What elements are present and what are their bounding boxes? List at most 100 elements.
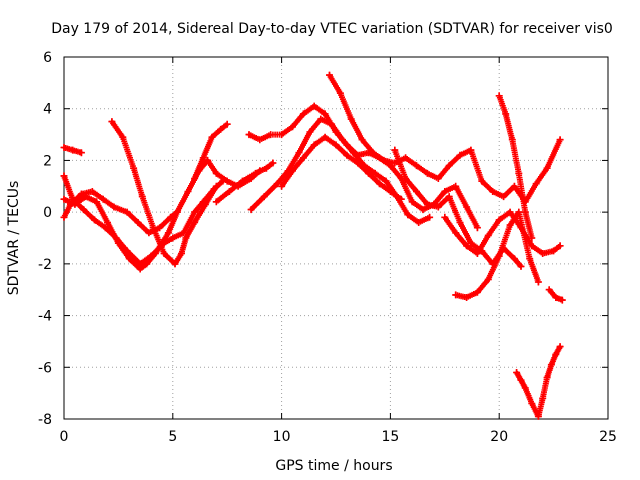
data-point <box>112 234 120 242</box>
data-point <box>506 221 514 229</box>
data-point <box>500 193 508 201</box>
data-point <box>212 182 220 190</box>
data-point <box>217 125 225 133</box>
data-point <box>108 118 116 126</box>
data-point <box>80 206 88 214</box>
data-point <box>169 234 177 242</box>
data-point <box>343 151 351 159</box>
data-point <box>371 169 379 177</box>
data-point <box>423 200 431 208</box>
data-point <box>550 247 558 255</box>
series-trace-14 <box>452 208 542 301</box>
data-point <box>247 206 255 214</box>
data-point <box>445 193 453 201</box>
data-point <box>426 213 434 221</box>
data-point <box>278 182 286 190</box>
data-point <box>463 294 471 301</box>
x-tick-label: 0 <box>60 429 69 445</box>
data-point <box>515 169 523 177</box>
series-trace-5 <box>108 118 220 268</box>
data-point <box>547 361 555 369</box>
data-point <box>225 188 233 195</box>
data-point <box>543 164 551 172</box>
data-point <box>321 110 329 118</box>
data-point <box>441 188 449 195</box>
series-trace-3 <box>60 188 181 237</box>
data-point <box>506 208 514 216</box>
data-point <box>182 234 190 242</box>
data-point <box>441 213 449 221</box>
data-point <box>556 242 564 250</box>
data-point <box>376 180 383 188</box>
data-point <box>130 164 138 172</box>
data-point <box>219 177 227 185</box>
data-point <box>543 374 551 382</box>
data-point <box>517 376 525 384</box>
data-point <box>473 224 481 232</box>
data-point <box>289 123 296 131</box>
data-point <box>93 198 101 206</box>
axis-ticks: 0 5 10 15 20 25 -8 -6 -4 -2 0 2 4 6 <box>38 50 617 445</box>
data-point <box>289 167 296 175</box>
data-point <box>104 219 111 226</box>
data-point <box>502 110 510 118</box>
data-point <box>60 172 68 180</box>
data-point <box>445 162 453 170</box>
data-point <box>484 275 492 283</box>
data-point <box>349 149 357 157</box>
data-point <box>160 250 168 257</box>
data-point <box>484 231 492 239</box>
data-point <box>404 211 412 219</box>
plot-frame <box>63 56 609 420</box>
data-point <box>452 182 460 190</box>
data-point <box>552 350 560 358</box>
data-point <box>515 208 523 216</box>
data-point <box>77 149 85 157</box>
y-tick-label: -6 <box>38 360 52 376</box>
data-point <box>556 136 564 144</box>
data-point <box>510 182 518 190</box>
data-point <box>528 234 536 242</box>
y-tick-label: 0 <box>43 205 52 221</box>
data-point <box>101 224 109 232</box>
data-point <box>339 136 346 144</box>
data-point <box>138 193 146 201</box>
data-point <box>147 252 155 260</box>
data-point <box>77 190 85 198</box>
data-point <box>365 169 373 177</box>
data-point <box>463 203 471 211</box>
data-point <box>495 252 503 260</box>
series-trace-16 <box>513 343 564 420</box>
data-point <box>408 198 416 206</box>
data-point <box>167 213 175 221</box>
data-point <box>212 169 220 177</box>
data-point <box>358 136 366 144</box>
data-point <box>119 133 127 141</box>
data-point <box>413 162 420 170</box>
y-tick-label: -2 <box>38 257 52 273</box>
data-point <box>256 136 264 144</box>
series-marks <box>61 172 226 267</box>
data-point <box>510 255 518 263</box>
data-point <box>369 149 377 157</box>
data-point <box>191 219 199 226</box>
data-point <box>463 242 471 250</box>
data-point <box>513 369 521 376</box>
data-point <box>521 384 529 392</box>
y-tick-label: 4 <box>43 102 52 118</box>
series-trace-11 <box>326 71 564 206</box>
data-point <box>539 250 547 257</box>
data-point <box>273 180 281 188</box>
data-point <box>386 188 394 195</box>
data-point <box>60 213 68 221</box>
data-point <box>508 136 516 144</box>
data-point <box>526 255 534 263</box>
data-point <box>245 131 253 139</box>
data-point <box>380 156 388 164</box>
data-point <box>184 188 192 195</box>
series-trace-4 <box>60 144 85 157</box>
data-point <box>134 219 142 226</box>
data-point <box>539 394 547 402</box>
data-point <box>295 149 303 157</box>
